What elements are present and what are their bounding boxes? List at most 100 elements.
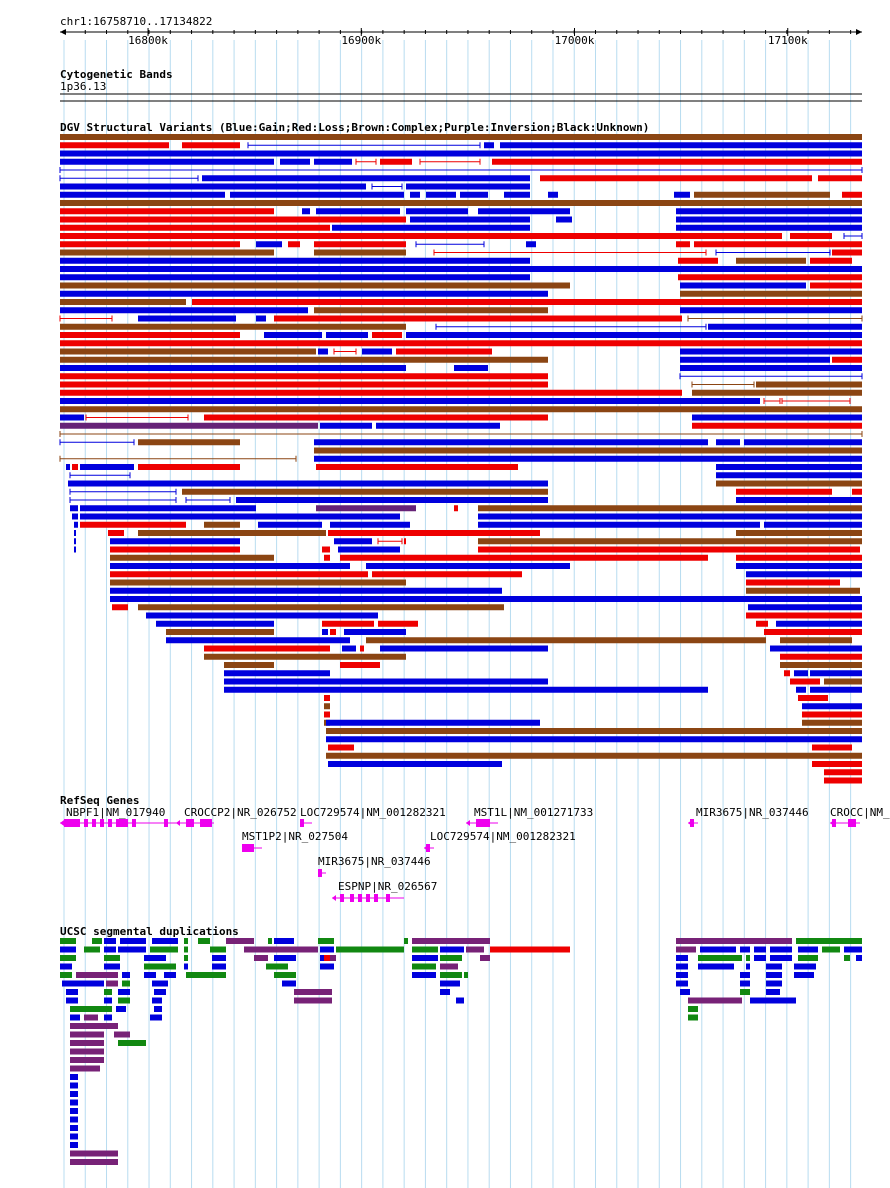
dgv-variant[interactable] [192,299,862,305]
dgv-variant[interactable] [692,422,862,429]
segdup-feature[interactable] [70,1006,112,1012]
segdup-feature[interactable] [70,1040,104,1046]
segdup-feature[interactable] [680,989,690,995]
dgv-variant[interactable] [60,274,530,281]
dgv-variant[interactable] [138,439,240,446]
dgv-variant[interactable] [692,414,862,421]
dgv-variant[interactable] [326,719,540,726]
segdup-feature[interactable] [106,980,118,987]
segdup-feature[interactable] [746,963,750,970]
dgv-variant[interactable] [764,629,862,635]
segdup-feature[interactable] [740,989,750,995]
segdup-feature[interactable] [122,972,130,978]
dgv-variant[interactable] [230,191,404,198]
segdup-feature[interactable] [754,946,766,953]
segdup-feature[interactable] [480,955,490,961]
dgv-variant[interactable] [770,645,862,652]
segdup-feature[interactable] [754,955,766,961]
dgv-variant[interactable] [280,158,310,165]
segdup-feature[interactable] [210,946,226,953]
dgv-variant[interactable] [156,620,274,627]
dgv-variant[interactable] [680,307,862,314]
segdup-feature[interactable] [70,1057,104,1063]
segdup-feature[interactable] [144,963,176,970]
dgv-variant[interactable] [372,571,522,578]
dgv-variant[interactable] [852,488,862,495]
dgv-variant[interactable] [60,398,760,404]
dgv-variant[interactable] [224,670,330,677]
gene-exon[interactable] [84,819,88,827]
segdup-feature[interactable] [676,972,688,978]
dgv-variant[interactable] [320,422,372,429]
dgv-variant[interactable] [60,142,169,149]
dgv-variant[interactable] [328,761,502,767]
segdup-feature[interactable] [676,955,688,961]
dgv-variant[interactable] [166,629,274,635]
segdup-feature[interactable] [70,1074,78,1080]
segdup-feature[interactable] [412,946,438,953]
segdup-feature[interactable] [274,938,294,944]
segdup-feature[interactable] [152,980,168,987]
dgv-variant[interactable] [340,662,380,668]
dgv-variant[interactable] [748,604,862,611]
segdup-feature[interactable] [770,946,792,953]
segdup-feature[interactable] [750,997,796,1004]
dgv-variant[interactable] [202,175,530,182]
dgv-variant[interactable] [60,299,186,305]
dgv-variant[interactable] [676,241,690,248]
segdup-feature[interactable] [412,955,438,961]
dgv-variant[interactable] [360,645,364,652]
dgv-variant[interactable] [328,530,540,536]
segdup-feature[interactable] [740,972,750,978]
segdup-feature[interactable] [116,1006,126,1012]
dgv-variant[interactable] [314,249,406,256]
dgv-variant[interactable] [812,744,852,751]
dgv-variant[interactable] [674,191,690,198]
dgv-variant[interactable] [224,678,548,685]
dgv-variant[interactable] [314,241,406,248]
segdup-feature[interactable] [226,938,254,944]
segdup-feature[interactable] [676,963,688,970]
segdup-feature[interactable] [440,963,458,970]
dgv-variant[interactable] [72,513,78,520]
dgv-variant[interactable] [406,208,468,215]
dgv-variant[interactable] [80,521,186,528]
dgv-variant[interactable] [694,191,830,198]
segdup-feature[interactable] [324,955,330,961]
dgv-variant[interactable] [224,686,708,693]
dgv-variant[interactable] [60,348,316,355]
segdup-feature[interactable] [698,963,734,970]
segdup-feature[interactable] [104,989,112,995]
dgv-variant[interactable] [744,439,862,446]
segdup-feature[interactable] [152,997,162,1004]
dgv-variant[interactable] [454,505,458,512]
dgv-variant[interactable] [796,686,806,693]
gene-exon[interactable] [350,894,354,902]
segdup-feature[interactable] [320,946,334,953]
dgv-variant[interactable] [288,241,300,248]
segdup-feature[interactable] [184,955,188,961]
dgv-variant[interactable] [694,241,862,248]
segdup-feature[interactable] [794,972,814,978]
dgv-variant[interactable] [324,711,330,718]
dgv-variant[interactable] [780,662,862,668]
dgv-variant[interactable] [790,233,832,239]
dgv-variant[interactable] [338,546,400,553]
segdup-feature[interactable] [164,972,176,978]
dgv-variant[interactable] [478,546,860,553]
dgv-variant[interactable] [484,142,494,149]
dgv-variant[interactable] [756,381,862,388]
dgv-variant[interactable] [410,216,530,223]
dgv-variant[interactable] [110,587,502,594]
segdup-feature[interactable] [70,1116,78,1123]
dgv-variant[interactable] [182,142,240,149]
dgv-variant[interactable] [322,629,328,635]
dgv-variant[interactable] [790,678,820,685]
segdup-feature[interactable] [70,1023,118,1029]
segdup-feature[interactable] [70,1091,78,1097]
dgv-variant[interactable] [74,546,76,553]
dgv-variant[interactable] [746,579,840,586]
dgv-variant[interactable] [60,389,682,396]
dgv-variant[interactable] [340,554,708,561]
dgv-variant[interactable] [322,620,374,627]
